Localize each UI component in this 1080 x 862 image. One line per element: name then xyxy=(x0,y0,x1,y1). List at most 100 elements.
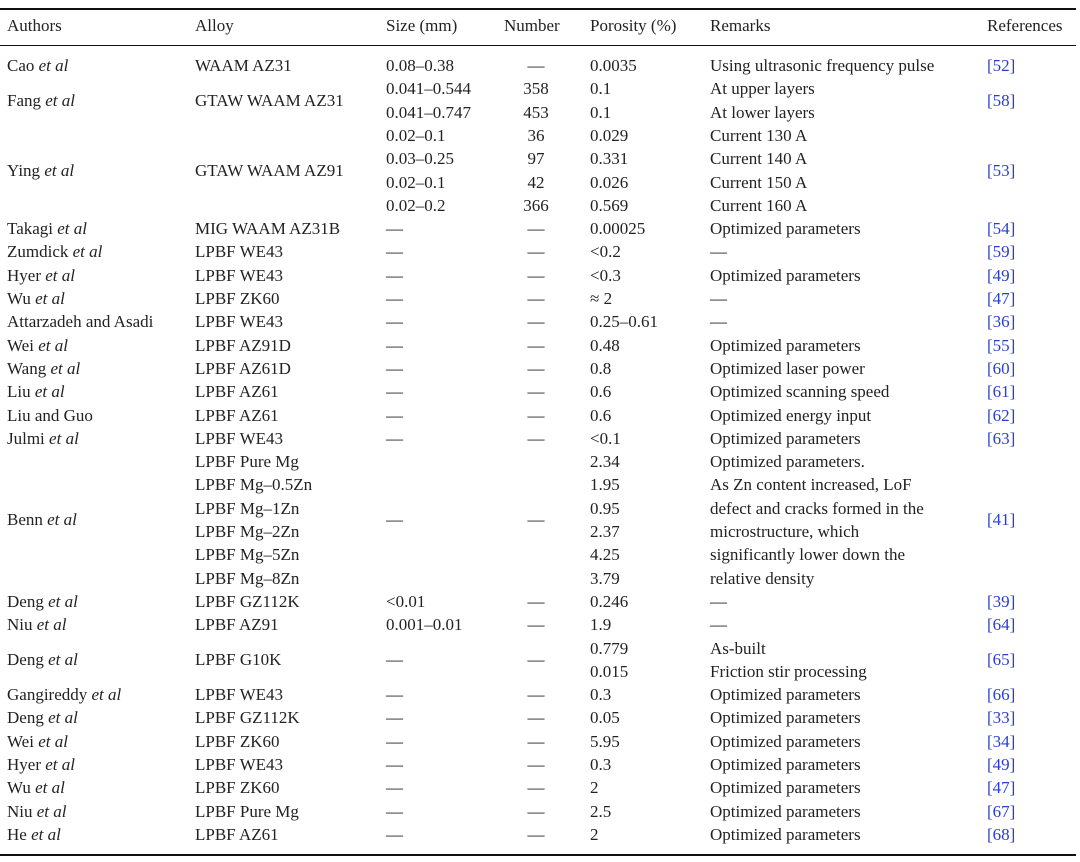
reference-link[interactable]: [58] xyxy=(987,90,1016,110)
alloy-cell: LPBF AZ61 xyxy=(195,381,279,403)
cell-text: et al xyxy=(72,242,103,262)
authors-cell: Niu et al xyxy=(7,801,67,823)
number-cell: — xyxy=(436,649,636,671)
reference-link[interactable]: [39] xyxy=(987,591,1016,611)
references-cell[interactable]: [67] xyxy=(987,801,1015,823)
references-cell[interactable]: [41] xyxy=(987,509,1015,531)
references-cell[interactable]: [49] xyxy=(987,265,1015,287)
porosity-cell: 2 xyxy=(590,824,599,846)
references-cell[interactable]: [52] xyxy=(987,55,1015,77)
authors-cell: Wu et al xyxy=(7,777,65,799)
remarks-cell: At lower layers xyxy=(710,102,815,124)
reference-link[interactable]: [60] xyxy=(987,358,1016,378)
reference-link[interactable]: [62] xyxy=(987,405,1016,425)
references-cell[interactable]: [61] xyxy=(987,381,1015,403)
reference-link[interactable]: [33] xyxy=(987,708,1016,728)
cell-text: et al xyxy=(34,382,65,402)
reference-link[interactable]: [49] xyxy=(987,755,1016,774)
reference-link[interactable]: [61] xyxy=(987,382,1016,402)
porosity-cell: 1.95 xyxy=(590,474,620,496)
porosity-cell: 0.00025 xyxy=(590,218,645,240)
cell-text: 0.6 xyxy=(590,405,612,425)
references-cell[interactable]: [33] xyxy=(987,707,1015,729)
cell-text: Current 150 A xyxy=(710,172,808,192)
size-cell: 0.041–0.544 xyxy=(386,78,471,100)
remarks-cell: Optimized parameters xyxy=(710,265,861,287)
reference-link[interactable]: [41] xyxy=(987,510,1016,530)
references-cell[interactable]: [47] xyxy=(987,288,1015,310)
references-cell[interactable]: [53] xyxy=(987,160,1015,182)
reference-link[interactable]: [66] xyxy=(987,685,1016,705)
reference-link[interactable]: [54] xyxy=(987,219,1016,239)
reference-link[interactable]: [68] xyxy=(987,824,1016,844)
reference-link[interactable]: [63] xyxy=(987,428,1016,448)
remarks-cell: Optimized parameters xyxy=(710,335,861,357)
cell-text: et al xyxy=(35,289,65,308)
cell-text: ≈ 2 xyxy=(590,289,613,308)
references-cell[interactable]: [54] xyxy=(987,218,1015,240)
references-cell[interactable]: [66] xyxy=(987,684,1015,706)
cell-text: MIG WAAM AZ31B xyxy=(195,219,341,239)
cell-text: 2 xyxy=(590,824,599,844)
reference-link[interactable]: [47] xyxy=(987,778,1016,798)
references-cell[interactable]: [49] xyxy=(987,754,1015,776)
reference-link[interactable]: [34] xyxy=(987,731,1016,751)
cell-text: As Zn content increased, LoF xyxy=(710,475,912,495)
porosity-cell: <0.1 xyxy=(590,428,621,450)
references-cell[interactable]: [62] xyxy=(987,405,1015,427)
number-cell: — xyxy=(436,218,636,240)
reference-link[interactable]: [52] xyxy=(987,56,1016,75)
reference-link[interactable]: [55] xyxy=(987,335,1016,355)
references-cell[interactable]: [58] xyxy=(987,90,1015,112)
cell-text: As-built xyxy=(710,638,766,658)
reference-link[interactable]: [47] xyxy=(987,289,1016,308)
reference-link[interactable]: [36] xyxy=(987,312,1016,332)
cell-text: 0.246 xyxy=(590,591,629,611)
references-cell[interactable]: [39] xyxy=(987,591,1015,613)
references-cell[interactable]: [68] xyxy=(987,824,1015,846)
number-cell: — xyxy=(436,824,636,846)
authors-cell: Wei et al xyxy=(7,335,68,357)
number-cell: — xyxy=(436,591,636,613)
references-cell[interactable]: [36] xyxy=(987,311,1015,333)
authors-cell: Julmi et al xyxy=(7,428,79,450)
alloy-cell: LPBF G10K xyxy=(195,649,281,671)
number-cell: — xyxy=(436,777,636,799)
cell-text: 2.5 xyxy=(590,801,612,821)
references-cell[interactable]: [47] xyxy=(987,777,1015,799)
remarks-cell: Optimized parameters xyxy=(710,824,861,846)
remarks-cell: Optimized parameters xyxy=(710,777,861,799)
reference-link[interactable]: [49] xyxy=(987,265,1016,285)
porosity-cell: 0.6 xyxy=(590,381,611,403)
reference-link[interactable]: [53] xyxy=(987,160,1016,180)
cell-text: — xyxy=(527,591,545,611)
cell-text: LPBF GZ112K xyxy=(195,591,300,611)
cell-text: — xyxy=(710,289,727,308)
remarks-cell: Optimized parameters xyxy=(710,754,861,776)
references-cell[interactable]: [59] xyxy=(987,241,1015,263)
cell-text: et al xyxy=(31,824,61,844)
cell-text: <0.3 xyxy=(590,265,621,285)
reference-link[interactable]: [64] xyxy=(987,615,1016,635)
cell-text: LPBF ZK60 xyxy=(195,731,280,751)
references-cell[interactable]: [65] xyxy=(987,649,1015,671)
alloy-cell: GTAW WAAM AZ31 xyxy=(195,90,344,112)
cell-text: LPBF Pure Mg xyxy=(195,452,299,472)
references-cell[interactable]: [34] xyxy=(987,731,1015,753)
references-cell[interactable]: [55] xyxy=(987,335,1015,357)
cell-text: — xyxy=(386,510,403,530)
reference-link[interactable]: [59] xyxy=(987,242,1016,262)
references-cell[interactable]: [60] xyxy=(987,358,1015,380)
references-cell[interactable]: [63] xyxy=(987,428,1015,450)
reference-link[interactable]: [67] xyxy=(987,801,1016,821)
reference-link[interactable]: [65] xyxy=(987,650,1016,670)
authors-cell: Cao et al xyxy=(7,55,68,77)
cell-text: 2.34 xyxy=(590,452,620,472)
cell-text: — xyxy=(710,242,727,262)
number-cell: — xyxy=(436,358,636,380)
cell-text: LPBF Mg–0.5Zn xyxy=(195,475,313,495)
references-cell[interactable]: [64] xyxy=(987,614,1015,636)
authors-cell: Hyer et al xyxy=(7,265,75,287)
authors-cell: Benn et al xyxy=(7,509,77,531)
